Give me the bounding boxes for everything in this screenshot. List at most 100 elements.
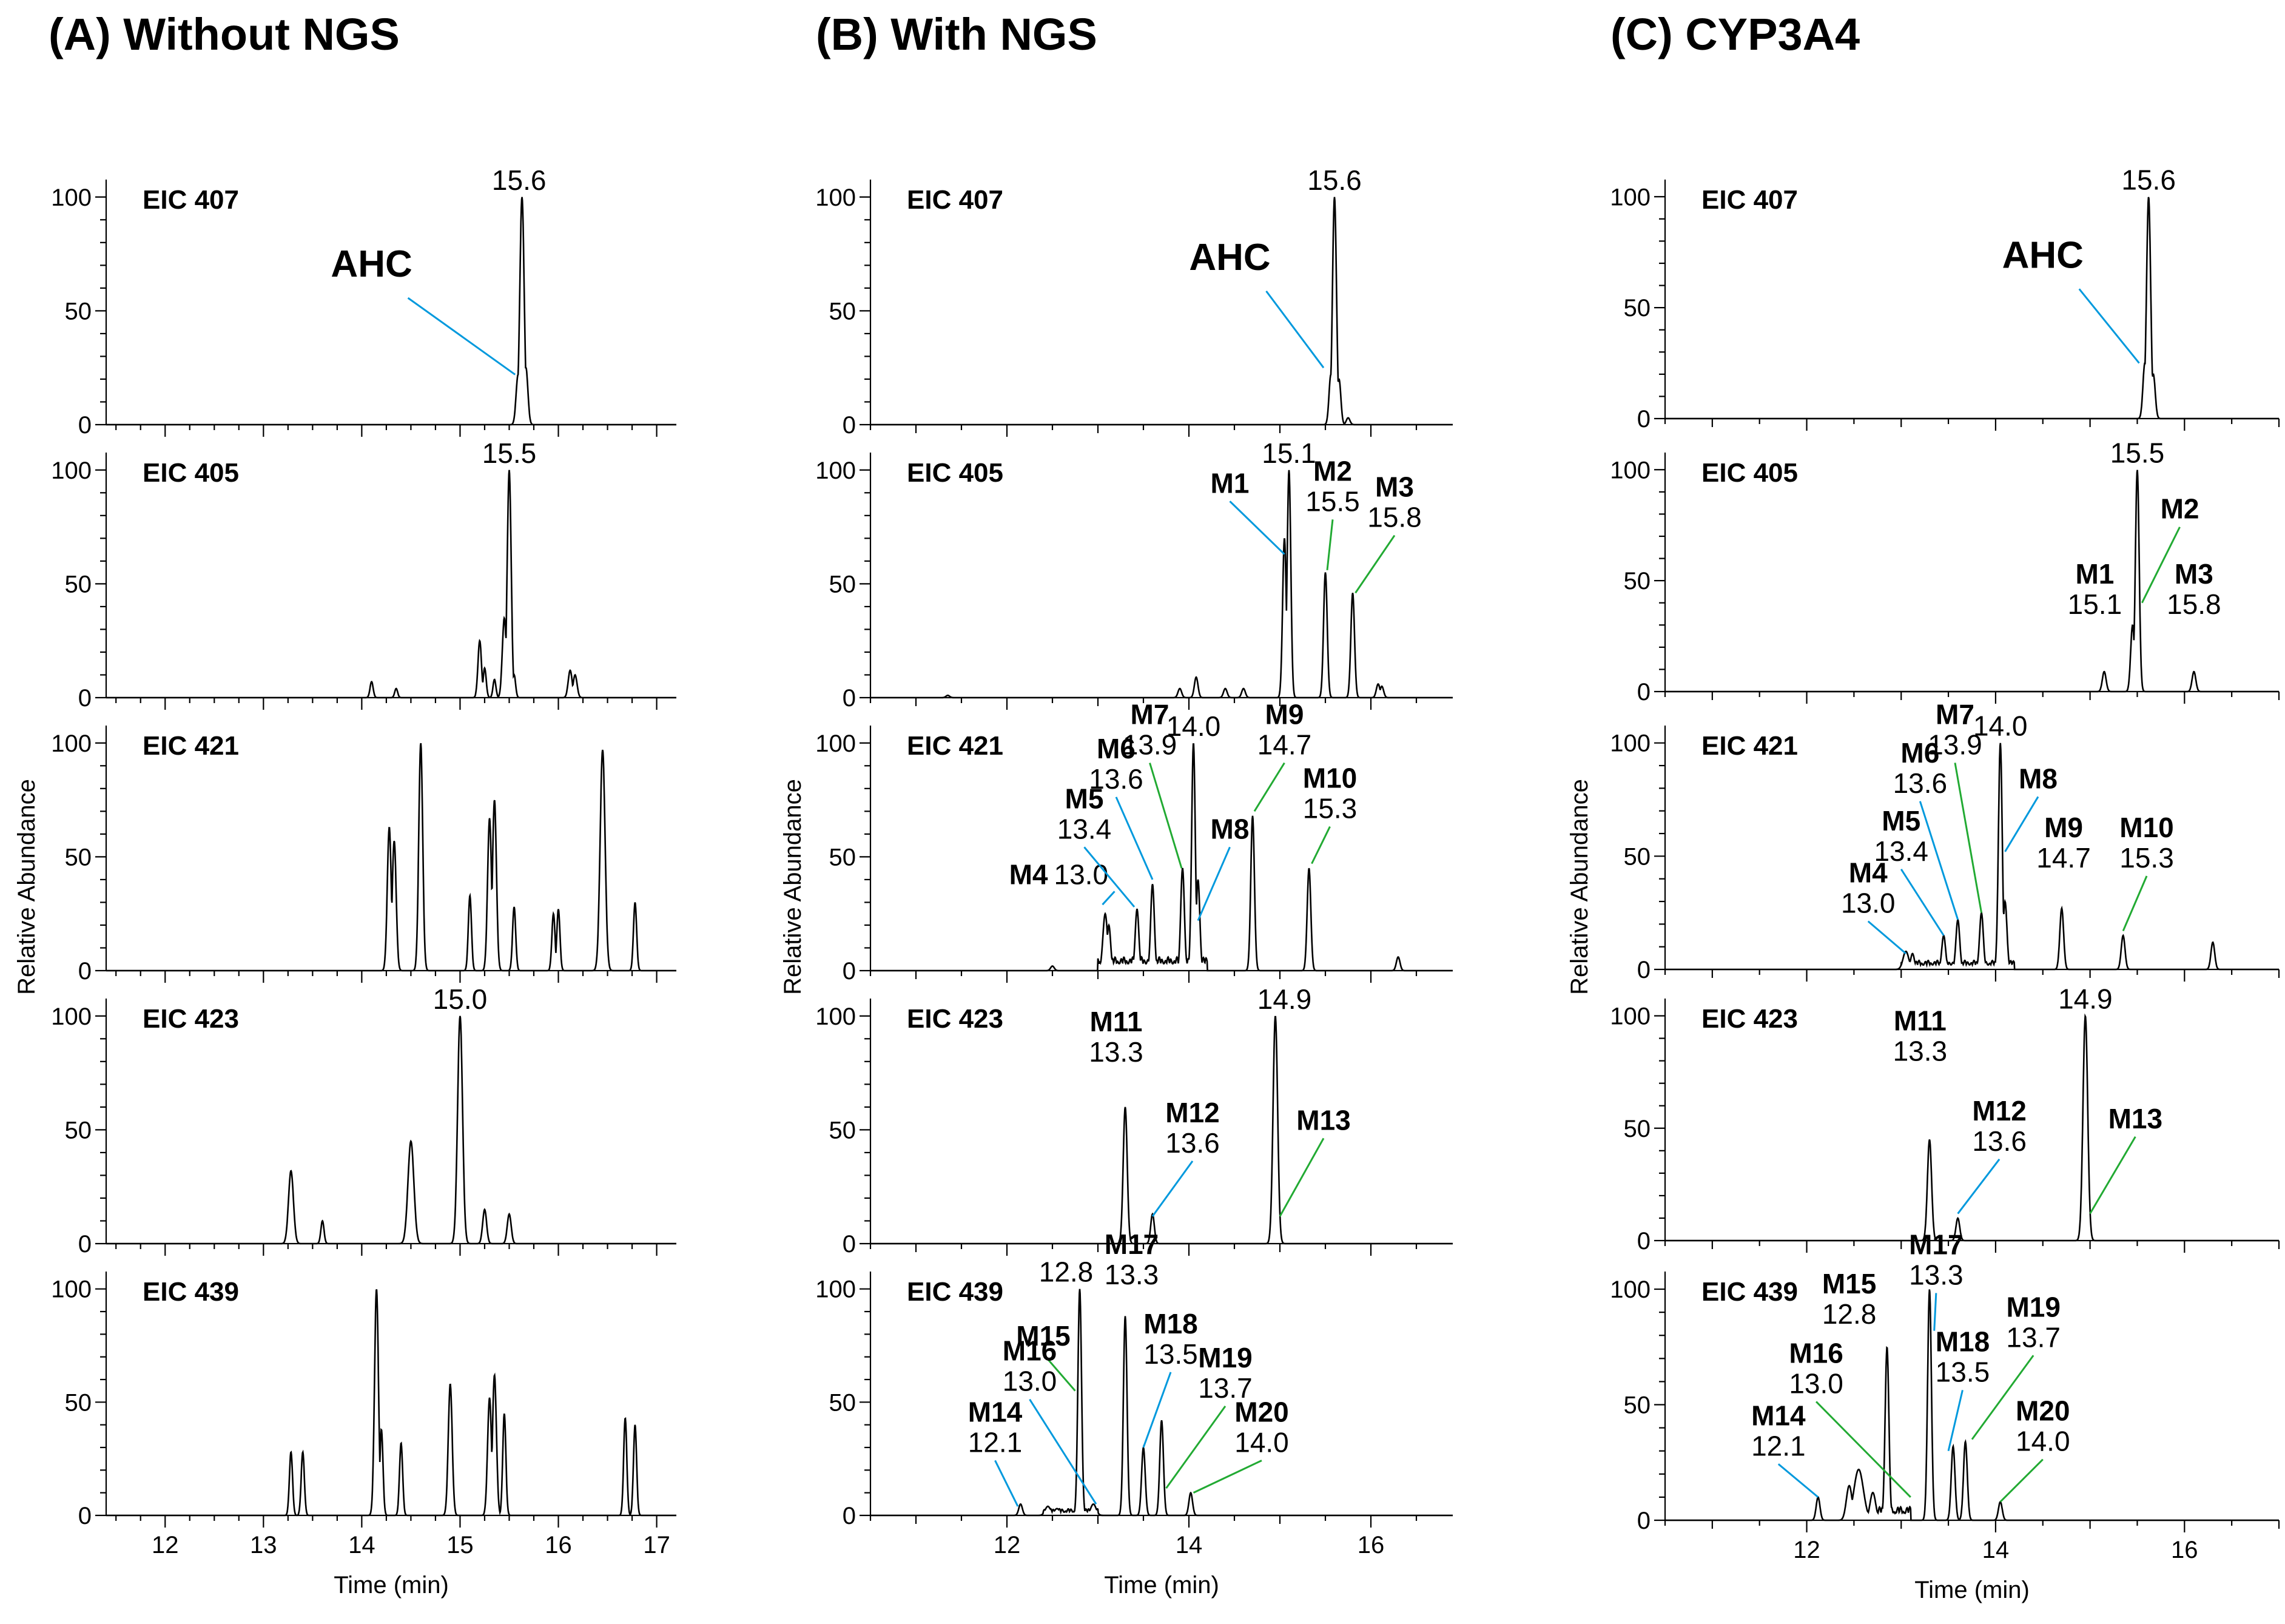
panel-0: (A) Without NGS Relative Abundance 0 50 100 E… <box>13 9 676 1599</box>
metabolite-rt: 14.7 <box>1257 729 1312 761</box>
peak-rt-label: 15.6 <box>2121 164 2176 195</box>
callout-line <box>2141 527 2181 604</box>
callout-line <box>1151 1161 1194 1217</box>
chromatogram-trace <box>870 743 1453 972</box>
x-axis-label: Time (min) <box>334 1572 449 1599</box>
metabolite-rt: 12.8 <box>1822 1298 1877 1330</box>
metabolite-label: M9 <box>2044 812 2083 843</box>
peak-rt-label: 14.9 <box>1257 983 1312 1015</box>
metabolite-rt: 12.1 <box>1751 1430 1806 1461</box>
metabolite-rt: 13.0 <box>1841 888 1896 919</box>
callout-line <box>994 1460 1019 1507</box>
callout-line <box>1102 891 1116 906</box>
compound-label-ahc: AHC <box>331 243 412 285</box>
metabolite-label: M13 <box>2108 1103 2162 1134</box>
eic-label: EIC 423 <box>907 1004 1003 1034</box>
metabolite-label: M14 <box>1751 1400 1806 1431</box>
y-tick-label: 0 <box>843 1231 856 1258</box>
chromatogram-trace <box>1665 743 2279 971</box>
callout-line <box>1355 534 1396 594</box>
eic-label: EIC 423 <box>143 1004 239 1034</box>
y-tick-label: 50 <box>65 844 92 871</box>
y-tick-label: 100 <box>1610 730 1651 757</box>
metabolite-rt: 15.5 <box>1305 485 1360 517</box>
x-tick-label: 16 <box>2171 1537 2198 1563</box>
metabolite-rt: 13.7 <box>1198 1372 1253 1404</box>
eic-label: EIC 439 <box>907 1277 1003 1307</box>
peak-rt-label: 14.0 <box>1973 710 2028 742</box>
callout-line <box>2122 875 2148 932</box>
y-tick-label: 0 <box>843 958 856 985</box>
callout-line <box>1142 1372 1172 1448</box>
eic-label: EIC 407 <box>1701 185 1798 215</box>
trace-panel-eic-439: 0 50 100 EIC 439 12 13 14 15 16 17 Time (min) <box>51 1272 676 1599</box>
metabolite-rt: 13.4 <box>1057 813 1112 844</box>
metabolite-rt: 13.5 <box>1936 1356 1990 1387</box>
metabolite-rt: 13.6 <box>1165 1127 1220 1159</box>
metabolite-label: M20 <box>2016 1395 2070 1427</box>
eic-label: EIC 405 <box>143 458 239 488</box>
metabolite-label: M13 <box>1296 1104 1350 1136</box>
metabolite-rt: 14.7 <box>2036 842 2091 874</box>
chromatogram-trace <box>106 743 676 972</box>
compound-label-ahc: AHC <box>2002 234 2084 276</box>
y-tick-label: 100 <box>51 457 92 484</box>
trace-panel-eic-423: 0 50 100 EIC 423 15.0 <box>51 983 676 1258</box>
x-axis-label: Time (min) <box>1914 1577 2030 1603</box>
y-tick-label: 100 <box>51 730 92 757</box>
y-tick-label: 50 <box>65 1389 92 1416</box>
eic-label: EIC 407 <box>907 185 1003 215</box>
callout-line <box>1311 826 1331 864</box>
chromatogram-trace <box>870 197 1453 426</box>
callout-line <box>1193 1460 1262 1494</box>
metabolite-rt: 15.3 <box>1303 793 1358 824</box>
metabolite-rt: 13.4 <box>1874 835 1928 867</box>
y-tick-label: 0 <box>1637 1508 1651 1534</box>
y-axis-label: Relative Abundance <box>1566 779 1593 995</box>
callout-line <box>1971 1355 2034 1440</box>
chromatogram-trace <box>1665 470 2279 693</box>
callout-line <box>1197 846 1231 922</box>
x-tick-label: 16 <box>545 1532 572 1558</box>
eic-label: EIC 423 <box>1701 1004 1798 1034</box>
y-tick-label: 50 <box>1624 843 1651 870</box>
callout-line <box>2004 796 2039 852</box>
metabolite-label: M16 <box>1789 1337 1843 1369</box>
metabolite-rt: 12.1 <box>968 1426 1023 1458</box>
y-axis-label: Relative Abundance <box>13 779 40 995</box>
callout-line <box>1029 1398 1097 1505</box>
y-tick-label: 0 <box>78 685 92 712</box>
y-tick-label: 100 <box>51 184 92 211</box>
metabolite-label: M5 <box>1882 805 1920 837</box>
y-tick-label: 50 <box>1624 1392 1651 1419</box>
metabolite-label: M18 <box>1143 1308 1197 1339</box>
y-tick-label: 100 <box>815 1003 856 1030</box>
metabolite-rt: 13.3 <box>1089 1036 1143 1068</box>
metabolite-label: M7 <box>1131 699 1169 730</box>
metabolite-label: M12 <box>1972 1095 2026 1127</box>
callout-line <box>1083 846 1136 908</box>
chromatogram-trace <box>1665 1013 2279 1242</box>
y-tick-label: 0 <box>1637 957 1651 983</box>
metabolite-label: M10 <box>2119 812 2173 843</box>
trace-panel-eic-407: 0 50 100 EIC 407 15.6 AHC <box>1610 164 2280 433</box>
peak-rt-label: 15.5 <box>2110 437 2165 468</box>
metabolite-label: M14 <box>968 1396 1023 1427</box>
trace-panel-eic-407: 0 50 100 EIC 407 15.6 AHC <box>51 164 676 439</box>
callout-line <box>2078 288 2140 364</box>
callout-line <box>1265 290 1325 369</box>
metabolite-label: M4 <box>1009 858 1048 890</box>
y-tick-label: 50 <box>65 298 92 325</box>
panel-title: (B) With NGS <box>816 9 1097 59</box>
metabolite-rt: 13.3 <box>1893 1036 1948 1067</box>
callout-line <box>1999 1458 2044 1503</box>
metabolite-label: M11 <box>1894 1005 1947 1037</box>
panel-title: (C) CYP3A4 <box>1610 9 1860 59</box>
metabolite-rt: 13.0 <box>1003 1366 1057 1397</box>
metabolite-label: M17 <box>1909 1228 1963 1260</box>
callout-line <box>1954 763 1983 913</box>
x-tick-label: 12 <box>152 1532 179 1558</box>
y-tick-label: 50 <box>65 1117 92 1144</box>
